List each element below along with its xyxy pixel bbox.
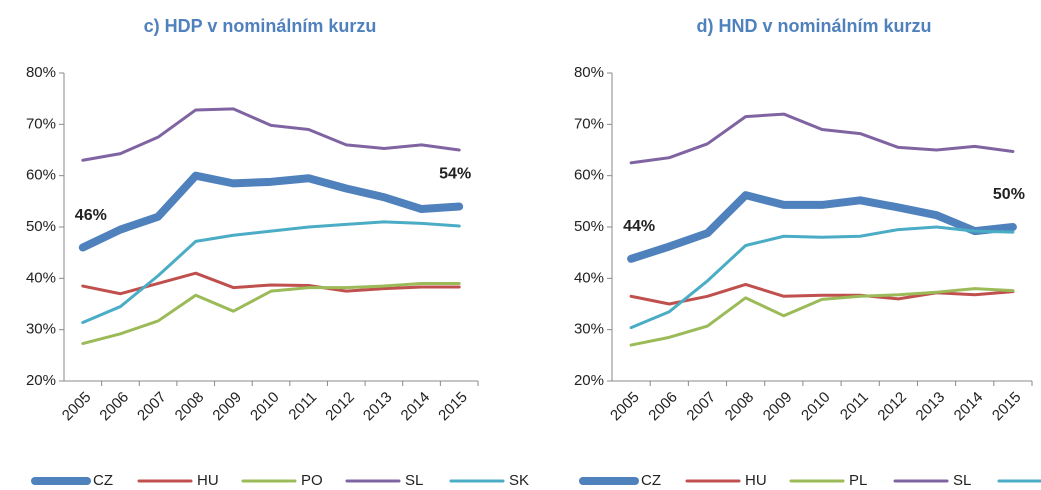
x-tick-label: 2012 (322, 389, 358, 425)
x-tick-label: 2005 (59, 389, 95, 425)
x-tick-label: 2010 (247, 389, 283, 425)
x-tick-label: 2010 (798, 389, 834, 425)
y-tick-label: 30% (574, 321, 604, 338)
x-tick-label: 2012 (874, 389, 910, 425)
legend-label: SL (405, 472, 423, 489)
legend-label: SK (509, 472, 529, 489)
series-line (629, 225, 1015, 330)
y-tick-label: 70% (574, 115, 604, 132)
y-tick-label: 70% (26, 115, 56, 132)
x-tick-label: 2014 (398, 389, 434, 425)
y-tick-label: 80% (26, 64, 56, 81)
x-tick-label: 2013 (360, 389, 396, 425)
chart-title: c) HDP v nominálním kurzu (144, 16, 377, 36)
x-tick-label: 2007 (134, 389, 170, 425)
legend-label: CZ (93, 472, 113, 489)
x-tick-label: 2011 (285, 389, 320, 424)
y-tick-label: 80% (574, 64, 604, 81)
x-tick-label: 2015 (435, 389, 471, 425)
series-line (629, 282, 1015, 306)
y-tick-label: 60% (574, 167, 604, 184)
x-tick-label: 2014 (951, 389, 987, 425)
x-tick-label: 2005 (607, 389, 643, 425)
legend-label: CZ (641, 472, 661, 489)
y-tick-label: 50% (574, 218, 604, 235)
x-tick-label: 2006 (96, 389, 132, 425)
x-tick-label: 2009 (760, 389, 796, 425)
x-tick-label: 2006 (645, 389, 681, 425)
legend-label: PO (301, 472, 323, 489)
legend-label: HU (197, 472, 219, 489)
x-tick-label: 2009 (209, 389, 245, 425)
y-tick-label: 60% (26, 167, 56, 184)
data-label: 50% (993, 186, 1025, 203)
series-line (78, 171, 464, 252)
y-tick-label: 40% (26, 269, 56, 286)
x-tick-label: 2011 (837, 389, 872, 424)
x-tick-label: 2008 (722, 389, 758, 425)
y-tick-label: 20% (574, 372, 604, 389)
series-line (81, 220, 461, 324)
legend-label: PL (849, 472, 867, 489)
chart-title: d) HND v nominálním kurzu (696, 16, 931, 36)
series-line (629, 287, 1015, 347)
series-line (627, 191, 1017, 263)
y-tick-label: 50% (26, 218, 56, 235)
legend-label: SL (953, 472, 971, 489)
y-tick-label: 40% (574, 269, 604, 286)
x-tick-label: 2007 (683, 389, 719, 425)
series-line (81, 107, 461, 162)
data-label: 44% (623, 218, 655, 235)
series-line (629, 112, 1015, 165)
legend-label: HU (745, 472, 767, 489)
x-tick-label: 2013 (913, 389, 949, 425)
y-tick-label: 30% (26, 321, 56, 338)
data-label: 46% (75, 207, 107, 224)
y-tick-label: 20% (26, 372, 56, 389)
series-line (81, 281, 461, 346)
x-tick-label: 2015 (989, 389, 1025, 425)
data-label: 54% (439, 166, 471, 183)
x-tick-label: 2008 (172, 389, 208, 425)
